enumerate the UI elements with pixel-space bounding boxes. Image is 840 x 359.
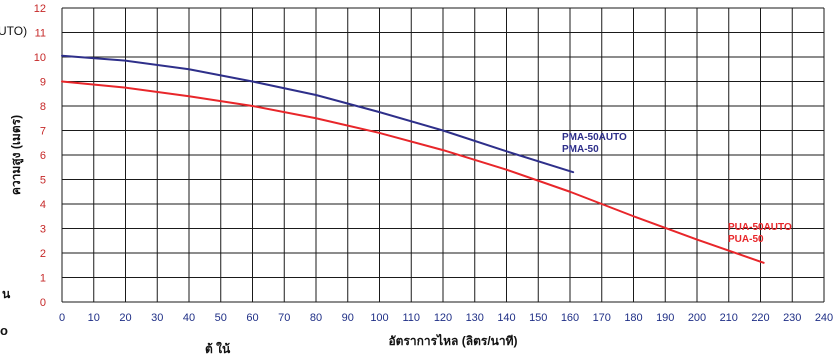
cropped-text-fragment: น	[2, 285, 10, 304]
x-tick-label: 240	[815, 312, 833, 324]
x-tick-label: 180	[624, 312, 642, 324]
x-tick-label: 130	[466, 312, 484, 324]
x-tick-label: 220	[751, 312, 769, 324]
series-label: PUA-50	[728, 234, 764, 245]
y-tick-label: 7	[40, 126, 46, 138]
x-tick-label: 140	[497, 312, 515, 324]
series-label: PMA-50AUTO	[562, 132, 627, 143]
cropped-text-fragment: UTO)	[0, 24, 27, 38]
x-tick-label: 150	[529, 312, 547, 324]
y-tick-label: 6	[40, 150, 46, 162]
x-tick-label: 200	[688, 312, 706, 324]
x-tick-label: 70	[278, 312, 290, 324]
x-tick-label: 90	[342, 312, 354, 324]
x-tick-labels: 0 10 20 30 40 50 60 70 80 90 100 110 120 130 140 150 160…	[59, 312, 833, 324]
series-line	[62, 82, 764, 263]
y-tick-label: 0	[40, 297, 46, 309]
x-tick-label: 230	[783, 312, 801, 324]
y-tick-label: 12	[34, 3, 46, 15]
x-tick-label: 10	[88, 312, 100, 324]
x-tick-label: 120	[434, 312, 452, 324]
grid-lines	[62, 8, 824, 302]
cropped-text-fragment: ต้ ใน้	[205, 340, 230, 359]
y-tick-label: 1	[40, 273, 46, 285]
x-tick-label: 60	[246, 312, 258, 324]
x-tick-label: 100	[370, 312, 388, 324]
x-tick-label: 30	[151, 312, 163, 324]
x-tick-label: 110	[402, 312, 420, 324]
y-axis-title: ความสูง (เมตร)	[9, 115, 24, 195]
x-tick-label: 210	[720, 312, 738, 324]
x-tick-label: 0	[59, 312, 65, 324]
x-tick-label: 20	[119, 312, 131, 324]
x-tick-label: 170	[593, 312, 611, 324]
series-label: PUA-50AUTO	[728, 222, 792, 233]
x-tick-label: 50	[215, 312, 227, 324]
y-tick-label: 8	[40, 101, 46, 113]
y-tick-label: 4	[40, 199, 46, 211]
x-axis-title: อัตราการไหล (ลิตร/นาที)	[388, 333, 517, 348]
y-tick-label: 11	[35, 28, 46, 40]
x-tick-label: 80	[310, 312, 322, 324]
series-lines	[62, 56, 764, 263]
x-tick-label: 40	[183, 312, 195, 324]
y-tick-label: 9	[40, 77, 46, 89]
cropped-text-fragment: o	[0, 323, 8, 338]
y-tick-label: 5	[40, 175, 46, 187]
y-tick-label: 2	[40, 248, 46, 260]
y-tick-label: 10	[34, 52, 46, 64]
series-label: PMA-50	[562, 144, 599, 155]
y-tick-label: 3	[40, 224, 46, 236]
x-tick-label: 160	[561, 312, 579, 324]
x-tick-label: 190	[656, 312, 674, 324]
